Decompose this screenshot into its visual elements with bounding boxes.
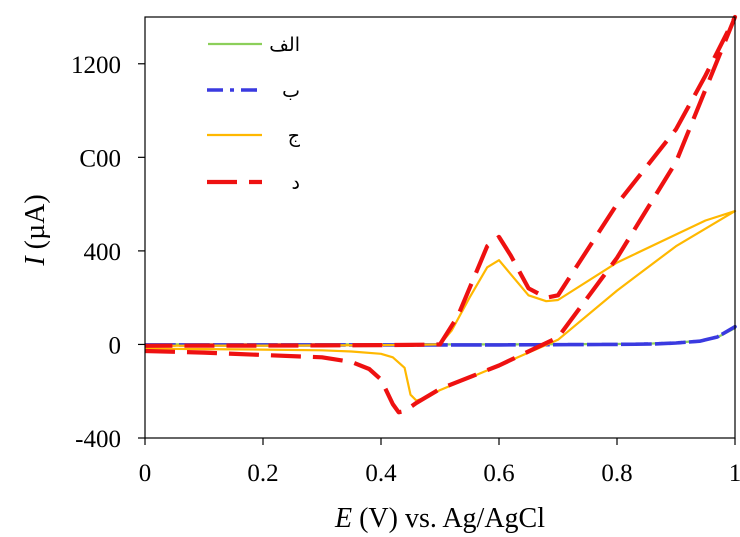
y-tick-label: 0 xyxy=(109,332,122,359)
x-tick-label: 1 xyxy=(729,460,740,487)
series-line-3 xyxy=(144,210,737,402)
series-line-4 xyxy=(144,14,738,415)
x-tick-label: 0.4 xyxy=(365,460,397,487)
y-axis-title: I (µA) xyxy=(20,194,51,266)
x-tick-label: 0 xyxy=(139,460,152,487)
y-tick-label: 400 xyxy=(84,239,122,266)
y-tick-label: -400 xyxy=(75,426,121,453)
legend-label-4: د xyxy=(292,172,300,194)
x-tick-label: 0.6 xyxy=(483,460,514,487)
x-tick-label: 0.2 xyxy=(247,460,278,487)
legend: الف ب ج د xyxy=(207,34,301,194)
y-tick-label: C00 xyxy=(79,145,121,172)
legend-label-1: الف xyxy=(269,34,300,56)
legend-label-2: ب xyxy=(282,80,300,102)
axes xyxy=(144,16,736,439)
x-tick-label: 0.8 xyxy=(601,460,632,487)
legend-label-3: ج xyxy=(288,125,301,147)
tick-labels: -400 0 400 C00 1200 0 0.2 0.4 0.6 0.8 1 xyxy=(71,52,740,487)
plot-series-layer xyxy=(144,14,738,415)
y-tick-label: 1200 xyxy=(71,52,121,79)
plot-area-frame xyxy=(144,16,736,439)
x-axis-title: E (V) vs. Ag/AgCl xyxy=(334,503,545,534)
